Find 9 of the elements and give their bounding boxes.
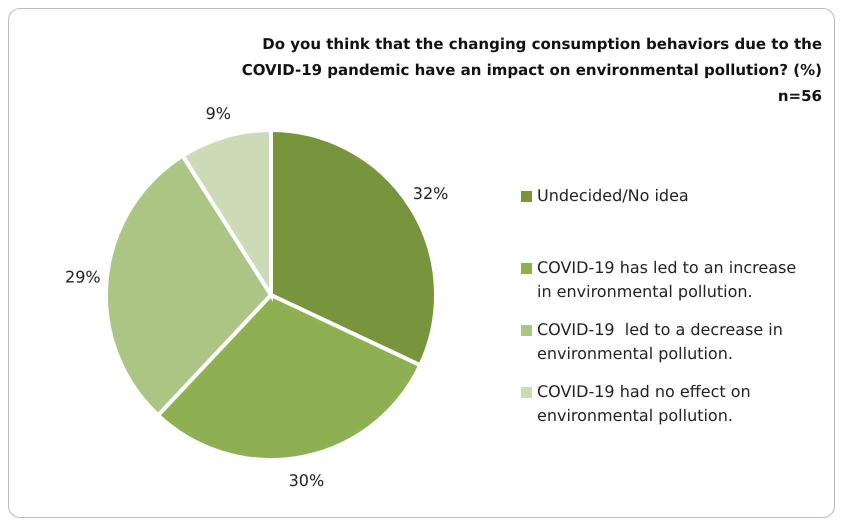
- chart-title: Do you think that the changing consumption behaviors due to the COVID-19 pandemic have an impact on environmental pollution? (%) n=56: [242, 35, 822, 105]
- legend-label: COVID-19 had no effect on environmental pollution.: [537, 381, 752, 427]
- legend-label: COVID-19 led to a decrease in environmental pollution.: [537, 319, 784, 365]
- data-label: 30%: [288, 471, 324, 490]
- legend-label: COVID-19 has led to an increase in environmental pollution.: [537, 257, 798, 303]
- data-label: 32%: [412, 184, 448, 204]
- data-label: 29%: [65, 268, 101, 287]
- data-label: 9%: [206, 104, 231, 124]
- legend-label: Undecided/No idea: [537, 185, 689, 207]
